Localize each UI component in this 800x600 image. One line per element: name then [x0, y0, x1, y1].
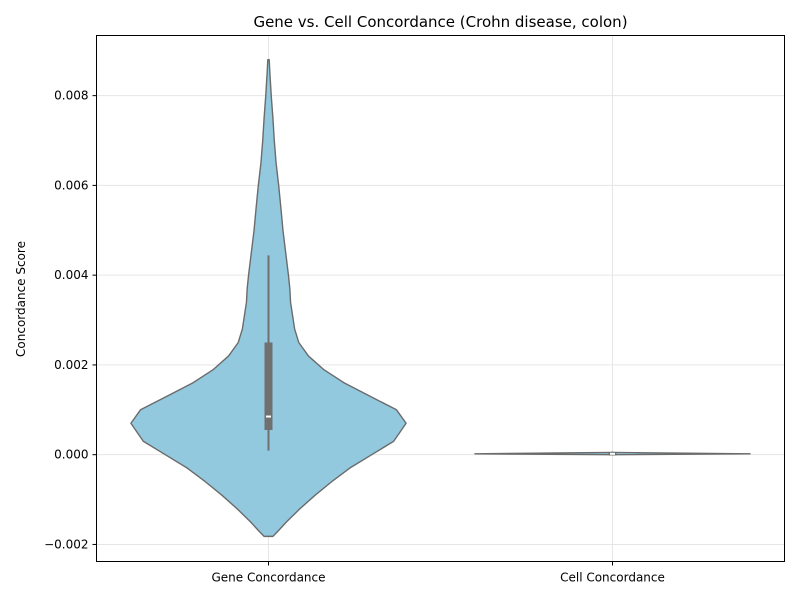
- y-tick-label: 0.000: [54, 448, 88, 462]
- y-axis-label: Concordance Score: [14, 241, 28, 357]
- violin-2: [474, 451, 751, 456]
- violin-median: [266, 415, 271, 418]
- y-axis: −0.002 0.000 0.002 0.004 0.006 0.008: [44, 89, 97, 551]
- plot-area-frame: [96, 35, 785, 562]
- y-tick-label: 0.004: [54, 268, 88, 282]
- y-tick-label: 0.002: [54, 358, 88, 372]
- x-tick-label: Cell Concordance: [560, 571, 665, 585]
- violin-1: [130, 59, 407, 538]
- x-axis: Gene Concordance Cell Concordance: [211, 561, 665, 585]
- violin-median: [610, 452, 615, 455]
- y-tick-label: 0.006: [54, 178, 88, 192]
- violin-iqr-box: [264, 342, 273, 430]
- chart-title: Gene vs. Cell Concordance (Crohn disease…: [253, 13, 627, 31]
- y-tick-label: −0.002: [44, 537, 88, 551]
- x-tick-label: Gene Concordance: [211, 571, 325, 585]
- y-tick-label: 0.008: [54, 89, 88, 103]
- violins: [130, 59, 751, 538]
